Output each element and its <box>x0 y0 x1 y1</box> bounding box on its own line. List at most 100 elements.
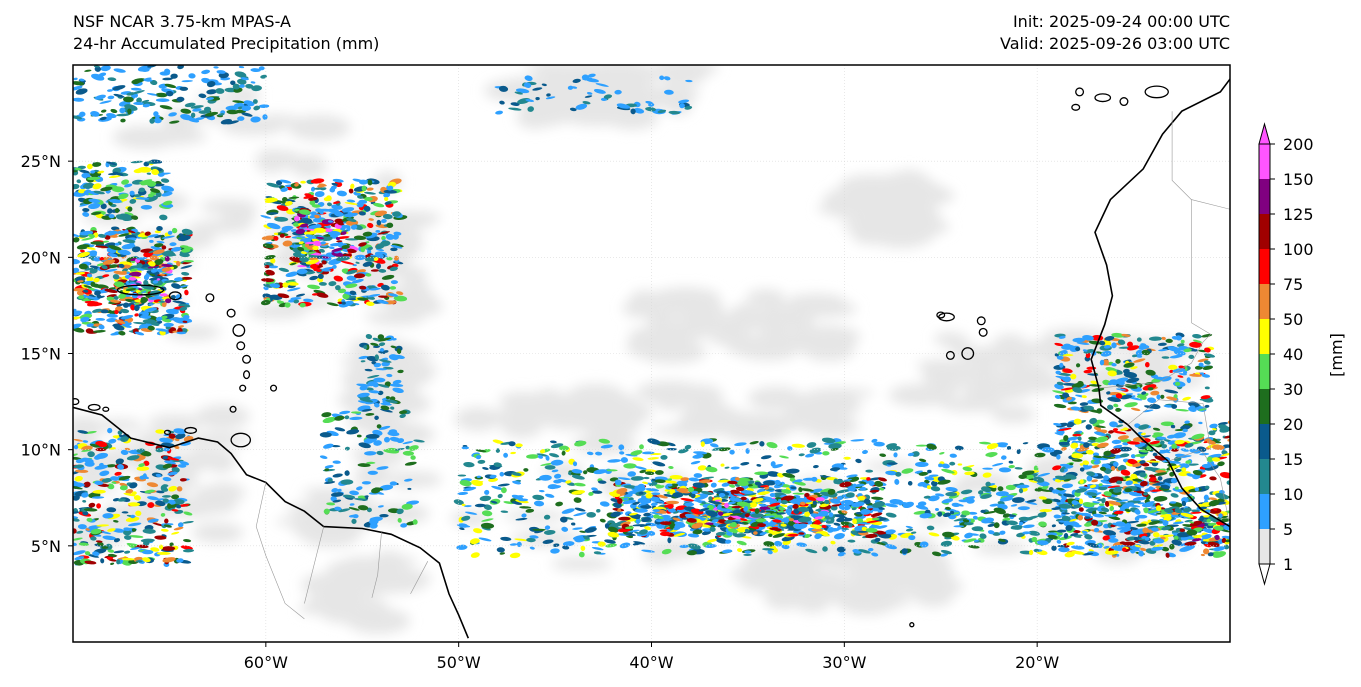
precip-cells <box>915 466 1079 548</box>
precip-cells <box>494 73 693 115</box>
island <box>938 312 955 322</box>
island <box>1075 87 1085 97</box>
precip-cells <box>1052 332 1216 414</box>
precip-cells <box>683 495 829 530</box>
lat-label: 10°N <box>21 441 61 460</box>
coastlines <box>73 77 1230 639</box>
colorbar-segment <box>1259 144 1270 179</box>
island <box>184 426 198 434</box>
island <box>116 284 165 296</box>
map-axes: 60°W 50°W 40°W 30°W 20°W 25°N 20°N 15°N 10°N 5°N <box>21 152 1060 672</box>
colorbar-level-label: 5 <box>1283 520 1293 539</box>
colorbar-level-label: 10 <box>1283 485 1303 504</box>
island <box>242 354 252 364</box>
island <box>1144 85 1169 99</box>
colorbar-segment <box>1259 319 1270 354</box>
lon-label: 20°W <box>1015 653 1059 672</box>
colorbar-level-label: 40 <box>1283 345 1303 364</box>
island <box>243 370 251 380</box>
colorbar-segment <box>1259 249 1270 284</box>
island <box>205 293 215 303</box>
precip-cells <box>73 65 270 125</box>
colorbar-level-label: 100 <box>1283 240 1314 259</box>
colorbar-segment <box>1259 354 1270 389</box>
precip-layer <box>73 65 1230 634</box>
country-border <box>304 526 324 604</box>
colorbar-level-label: 15 <box>1283 450 1303 469</box>
precip-cells <box>73 159 175 222</box>
title-left: NSF NCAR 3.75-km MPAS-A 24-hr Accumulate… <box>73 11 379 55</box>
graticule <box>73 65 1230 642</box>
precip-cells <box>289 207 359 270</box>
island <box>236 341 246 351</box>
island <box>168 291 182 301</box>
colorbar-segment <box>1259 459 1270 494</box>
colorbar-segment <box>1259 389 1270 424</box>
island <box>163 429 172 436</box>
colorbar-level-label: 30 <box>1283 380 1303 399</box>
colorbar-segment <box>1259 179 1270 214</box>
island <box>1071 103 1081 111</box>
lon-label: 40°W <box>629 653 673 672</box>
colorbar-level-label: 1 <box>1283 555 1293 574</box>
colorbar-segment <box>1259 494 1270 529</box>
precip-cells <box>319 409 425 529</box>
colorbar-level-label: 20 <box>1283 415 1303 434</box>
colorbar-label: [mm] <box>1327 333 1346 377</box>
colorbar-segment <box>1259 284 1270 319</box>
island <box>1119 97 1129 107</box>
precip-cells <box>356 333 405 413</box>
lat-label: 20°N <box>21 248 61 267</box>
island <box>1094 93 1112 103</box>
island <box>102 406 110 412</box>
colorbar-segment <box>1259 214 1270 249</box>
colorbar-extend-min <box>1258 563 1271 586</box>
island <box>87 403 101 411</box>
island <box>232 324 246 337</box>
island <box>270 384 278 392</box>
country-border <box>371 532 382 598</box>
title-right: Init: 2025-09-24 00:00 UTC Valid: 2025-0… <box>1000 11 1230 55</box>
country-border <box>1098 322 1212 389</box>
country-border <box>255 482 305 620</box>
lon-label: 60°W <box>244 653 288 672</box>
colorbar-level-label: 50 <box>1283 310 1303 329</box>
island <box>229 405 237 413</box>
model-name: NSF NCAR 3.75-km MPAS-A <box>73 12 291 31</box>
colorbar-segment <box>1259 424 1270 459</box>
coastline <box>1090 77 1230 531</box>
island <box>239 384 247 392</box>
lon-label: 50°W <box>437 653 481 672</box>
precip-cells <box>73 427 195 568</box>
island <box>73 398 80 406</box>
precip-cells <box>1147 505 1230 548</box>
coastline <box>73 406 470 639</box>
colorbar-segment <box>1259 529 1270 564</box>
lon-label: 30°W <box>822 653 866 672</box>
lat-label: 15°N <box>21 345 61 364</box>
country-border <box>1127 399 1211 450</box>
country-border <box>1191 199 1230 210</box>
precip-cells <box>118 255 175 308</box>
country-border <box>410 561 429 595</box>
island <box>909 622 915 628</box>
island <box>230 432 252 448</box>
colorbar-level-label: 125 <box>1283 205 1314 224</box>
init-time: Init: 2025-09-24 00:00 UTC <box>1012 12 1230 31</box>
valid-time: Valid: 2025-09-26 03:00 UTC <box>999 34 1230 53</box>
colorbar-level-label: 200 <box>1283 135 1314 154</box>
island <box>945 350 955 360</box>
lat-label: 25°N <box>21 152 61 171</box>
island <box>226 308 236 318</box>
island <box>976 316 986 326</box>
field-name: 24-hr Accumulated Precipitation (mm) <box>73 34 380 53</box>
island <box>978 327 988 337</box>
island <box>936 311 946 319</box>
island <box>961 347 975 360</box>
country-border <box>1168 449 1230 527</box>
colorbar-level-label: 150 <box>1283 170 1314 189</box>
colorbar-level-label: 75 <box>1283 275 1303 294</box>
country-border <box>1171 111 1192 323</box>
